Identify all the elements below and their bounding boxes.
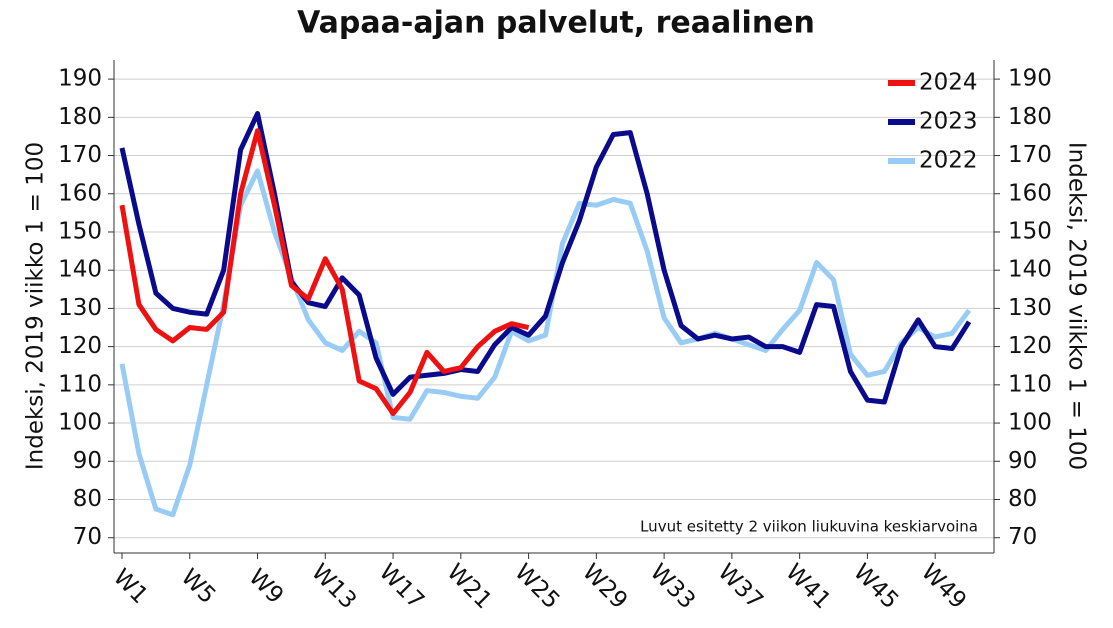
x-tick-label: W33 [645,559,700,614]
y-tick-label: 90 [73,448,102,474]
x-tick-label: W1 [108,564,153,609]
y-tick-label: 190 [58,66,102,92]
x-tick-label: W37 [713,559,768,614]
x-tick-label: W25 [509,559,564,614]
y2-tick-label: 160 [1008,180,1052,206]
y2-tick-label: 190 [1008,66,1052,92]
series-line [119,168,972,518]
y-tick-label: 160 [58,180,102,206]
y2-tick-label: 150 [1008,218,1052,244]
y2-tick-label: 70 [1008,524,1037,550]
y-tick-label: 80 [73,486,102,512]
x-tick-label: W21 [442,559,497,614]
y-tick-label: 130 [58,295,102,321]
y-tick-label: 150 [58,218,102,244]
chart-title: Vapaa-ajan palvelut, reaalinen [297,6,815,41]
y-tick-label: 120 [58,333,102,359]
x-tick-label: W9 [243,564,288,609]
legend-label: 2022 [919,148,978,174]
legend-label: 2024 [919,70,978,96]
y2-tick-label: 100 [1008,410,1052,436]
annotation: Luvut esitetty 2 viikon liukuvina keskia… [640,518,978,536]
y2-tick-label: 80 [1008,486,1037,512]
y2-tick-label: 130 [1008,295,1052,321]
x-tick-label: W41 [780,559,835,614]
x-tick-label: W29 [577,559,632,614]
y2-tick-label: 180 [1008,104,1052,130]
y2-tick-label: 90 [1008,448,1037,474]
x-tick-label: W49 [916,559,971,614]
y-tick-label: 100 [58,410,102,436]
series-line [119,111,972,405]
y2-tick-label: 170 [1008,142,1052,168]
y2-tick-label: 110 [1008,371,1052,397]
x-tick-label: W17 [374,559,429,614]
legend-label: 2023 [919,109,978,135]
y-axis-label: Indeksi, 2019 viikko 1 = 100 [23,142,49,470]
series-line [119,128,530,417]
x-tick-label: W45 [848,559,903,614]
y-tick-label: 110 [58,371,102,397]
y-tick-label: 180 [58,104,102,130]
y-tick-label: 140 [58,257,102,283]
x-tick-label: W13 [306,559,361,614]
y2-tick-label: 120 [1008,333,1052,359]
y-tick-label: 170 [58,142,102,168]
y2-axis-label: Indeksi, 2019 viikko 1 = 100 [1064,142,1090,470]
x-tick-label: W5 [176,564,221,609]
y-tick-label: 70 [73,524,102,550]
y2-tick-label: 140 [1008,257,1052,283]
